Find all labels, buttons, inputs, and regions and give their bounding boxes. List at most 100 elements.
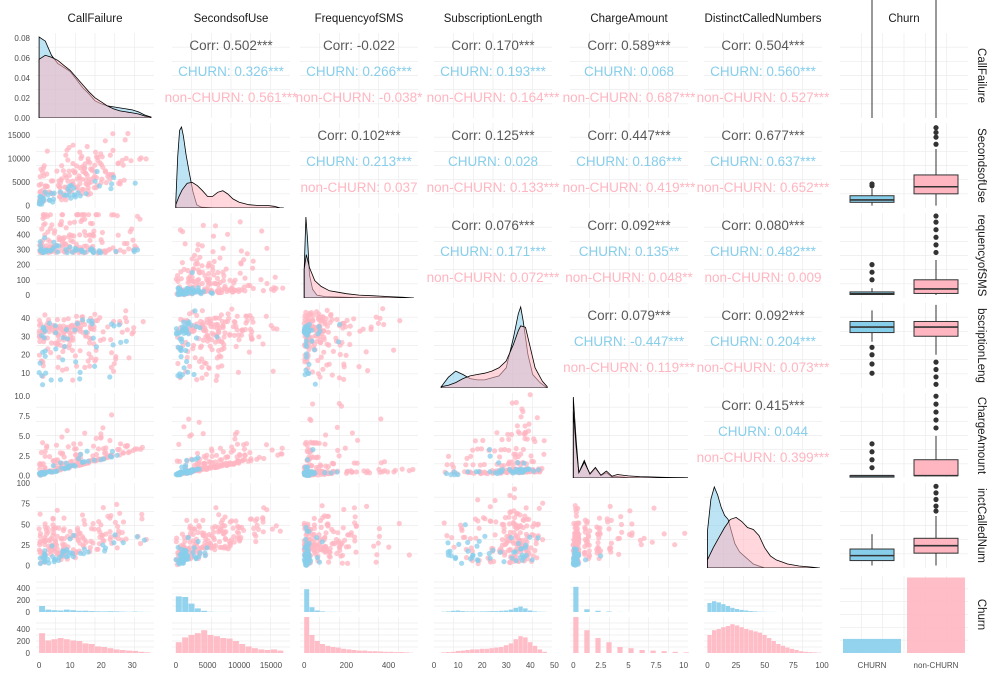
- hist-bar-non-CHURN: [470, 649, 475, 653]
- scatter-point-non-CHURN: [94, 212, 99, 217]
- scatter-point-non-CHURN: [181, 424, 186, 429]
- hist-bar-CHURN: [518, 607, 523, 612]
- scatter-point-CHURN: [58, 460, 63, 465]
- y-tick-3: 30: [21, 332, 30, 341]
- box-outlier: [933, 417, 938, 422]
- scatter-point-CHURN: [181, 320, 186, 325]
- scatter-point-CHURN: [43, 354, 48, 359]
- x-tick-4: 10: [679, 661, 688, 670]
- corr-churn: CHURN: 0.213***: [306, 154, 413, 169]
- scatter-point-CHURN: [445, 540, 450, 545]
- scatter-point-non-CHURN: [445, 462, 450, 467]
- scatter-point-CHURN: [178, 346, 183, 351]
- scatter-point-non-CHURN: [101, 337, 106, 342]
- y-tick-0: 0.04: [14, 74, 30, 83]
- scatter-point-non-CHURN: [97, 530, 102, 535]
- scatter-point-non-CHURN: [458, 523, 463, 528]
- scatter-point-non-CHURN: [74, 364, 79, 369]
- scatter-point-non-CHURN: [355, 438, 360, 443]
- scatter-point-non-CHURN: [507, 459, 512, 464]
- scatter-point-non-CHURN: [175, 458, 180, 463]
- scatter-point-non-CHURN: [69, 233, 74, 238]
- scatter-point-CHURN: [513, 549, 518, 554]
- scatter-point-CHURN: [142, 538, 147, 543]
- scatter-point-non-CHURN: [353, 550, 358, 555]
- row-strip-label-5: inctCalledNum: [975, 488, 987, 563]
- hist-bar-non-CHURN: [542, 652, 547, 653]
- scatter-point-non-CHURN: [280, 286, 285, 291]
- corr-overall: Corr: 0.080***: [721, 218, 805, 233]
- scatter-point-non-CHURN: [93, 150, 98, 155]
- scatter-point-CHURN: [133, 181, 138, 186]
- scatter-point-non-CHURN: [37, 526, 42, 531]
- scatter-point-non-CHURN: [71, 441, 76, 446]
- scatter-point-non-CHURN: [88, 166, 93, 171]
- scatter-point-CHURN: [314, 535, 319, 540]
- scatter-point-non-CHURN: [264, 281, 269, 286]
- scatter-point-non-CHURN: [374, 560, 379, 565]
- box-iqr-CHURN: [850, 549, 894, 561]
- box-outlier: [933, 409, 938, 414]
- scatter-point-non-CHURN: [386, 545, 391, 550]
- hist-bar-non-CHURN: [310, 635, 315, 653]
- scatter-point-CHURN: [488, 454, 493, 459]
- hist-bar-CHURN: [83, 611, 89, 612]
- row-strip-label-1: SecondsofUse: [975, 128, 987, 203]
- x-tick-5: 100: [815, 661, 829, 670]
- x-tick-5: 50: [760, 661, 769, 670]
- scatter-point-non-CHURN: [242, 276, 247, 281]
- scatter-point-non-CHURN: [470, 462, 475, 467]
- scatter-point-non-CHURN: [219, 363, 224, 368]
- scatter-point-non-CHURN: [176, 442, 181, 447]
- scatter-point-CHURN: [38, 561, 43, 566]
- box-outlier: [933, 394, 938, 399]
- scatter-point-non-CHURN: [120, 330, 125, 335]
- scatter-point-CHURN: [497, 468, 502, 473]
- col-strip-label-1: SecondsofUse: [194, 13, 269, 25]
- hist-bar-CHURN: [310, 607, 315, 612]
- scatter-point-non-CHURN: [391, 469, 396, 474]
- scatter-point-CHURN: [310, 447, 315, 452]
- hist-bar-non-CHURN: [271, 649, 277, 653]
- scatter-point-CHURN: [192, 290, 197, 295]
- scatter-point-CHURN: [192, 554, 197, 559]
- scatter-point-non-CHURN: [123, 308, 128, 313]
- box-outlier: [933, 497, 938, 502]
- hist-bar-non-CHURN: [628, 648, 633, 653]
- scatter-point-non-CHURN: [488, 519, 493, 524]
- scatter-point-CHURN: [180, 550, 185, 555]
- scatter-point-non-CHURN: [100, 425, 105, 430]
- hist-bar-CHURN: [717, 602, 721, 612]
- hist-bar-CHURN: [595, 611, 600, 612]
- scatter-point-non-CHURN: [650, 540, 655, 545]
- scatter-point-CHURN: [65, 336, 70, 341]
- scatter-point-non-CHURN: [207, 280, 212, 285]
- scatter-point-CHURN: [303, 553, 308, 558]
- scatter-point-non-CHURN: [65, 428, 70, 433]
- y-tick-2: 500: [17, 215, 31, 224]
- scatter-point-CHURN: [474, 544, 479, 549]
- corr-nonchurn: non-CHURN: 0.009: [704, 270, 821, 285]
- scatter-point-non-CHURN: [202, 461, 207, 466]
- hist-bar-non-CHURN: [523, 637, 528, 653]
- scatter-point-non-CHURN: [256, 527, 261, 532]
- scatter-point-non-CHURN: [67, 220, 72, 225]
- box-outlier: [933, 125, 938, 130]
- scatter-point-CHURN: [509, 556, 514, 561]
- scatter-point-non-CHURN: [70, 348, 75, 353]
- col-strip-label-0: CallFailure: [68, 13, 123, 25]
- scatter-point-non-CHURN: [331, 349, 336, 354]
- scatter-point-non-CHURN: [47, 454, 52, 459]
- scatter-point-non-CHURN: [55, 317, 60, 322]
- scatter-point-CHURN: [449, 553, 454, 558]
- scatter-point-CHURN: [109, 181, 114, 186]
- scatter-point-non-CHURN: [326, 514, 331, 519]
- scatter-point-CHURN: [519, 467, 524, 472]
- y-tick-0: 0.02: [14, 94, 30, 103]
- corr-churn: CHURN: 0.266***: [306, 64, 413, 79]
- y-tick-4: 7.5: [19, 412, 31, 421]
- scatter-point-non-CHURN: [191, 343, 196, 348]
- scatter-point-CHURN: [53, 346, 58, 351]
- hist-bar-non-CHURN: [277, 651, 283, 653]
- scatter-point-non-CHURN: [682, 531, 687, 536]
